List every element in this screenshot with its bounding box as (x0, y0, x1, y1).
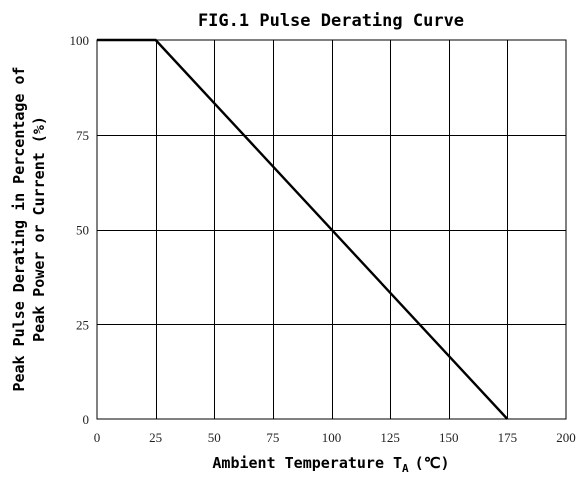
chart-title: FIG.1 Pulse Derating Curve (198, 11, 464, 31)
x-tick-label: 125 (380, 430, 400, 445)
x-tick-label: 200 (556, 430, 576, 445)
y-tick-label: 75 (76, 128, 89, 143)
x-tick-label: 100 (322, 430, 342, 445)
x-tick-label: 150 (439, 430, 459, 445)
x-tick-label: 50 (208, 430, 221, 445)
x-tick-labels: 0 25 50 75 100 125 150 175 200 (94, 430, 576, 445)
y-tick-label: 0 (83, 412, 90, 427)
y-axis-label: Peak Pulse Derating in Percentage of Pea… (10, 66, 48, 391)
x-tick-label: 175 (498, 430, 518, 445)
y-tick-label: 25 (76, 317, 89, 332)
y-axis-label-line-1: Peak Pulse Derating in Percentage of (10, 66, 28, 391)
x-tick-label: 25 (149, 430, 162, 445)
plot-frame (96, 39, 567, 420)
x-axis-label-unit: (℃) (415, 454, 450, 472)
y-axis-label-line-2: Peak Power or Current (%) (30, 116, 48, 342)
derating-curve-group (97, 38, 509, 420)
x-tick-label: 75 (266, 430, 279, 445)
x-axis-label-subscript: A (402, 462, 409, 475)
y-tick-label: 50 (76, 223, 89, 238)
x-axis-label-main: Ambient Temperature T (212, 454, 402, 472)
x-axis-label: Ambient Temperature TA (℃) (212, 454, 449, 475)
derating-curve (97, 38, 509, 420)
y-tick-label: 100 (70, 33, 90, 48)
y-tick-labels: 0 25 50 75 100 (70, 33, 90, 427)
x-tick-label: 0 (94, 430, 101, 445)
